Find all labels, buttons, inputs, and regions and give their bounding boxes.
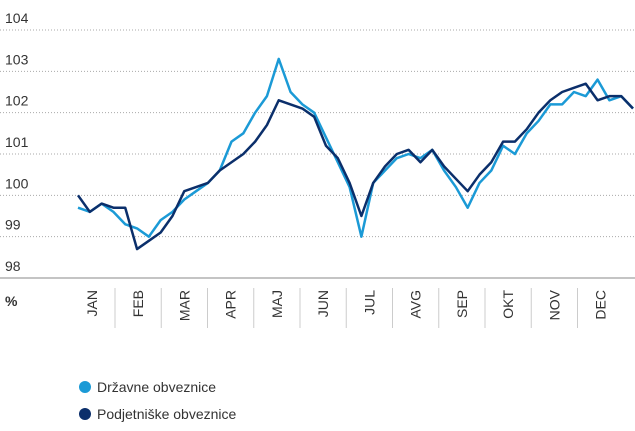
- x-tick-label: FEB: [130, 290, 146, 317]
- series-line: [76, 82, 634, 251]
- series-line: [77, 57, 634, 238]
- y-tick-label: 102: [5, 93, 29, 109]
- y-tick-label: 98: [5, 258, 21, 274]
- legend-marker: [79, 408, 91, 420]
- x-tick-label: DEC: [593, 290, 609, 320]
- x-tick-label: JUN: [315, 290, 331, 317]
- x-tick-label: JUL: [361, 290, 377, 315]
- y-tick-label: 101: [5, 134, 29, 150]
- y-tick-label: 103: [5, 51, 29, 67]
- y-tick-label: 100: [5, 175, 29, 191]
- x-tick-label: SEP: [454, 290, 470, 318]
- x-tick-label: MAJ: [269, 290, 285, 318]
- x-tick-label: AVG: [408, 290, 424, 319]
- legend-label: Podjetniške obveznice: [97, 406, 237, 422]
- y-tick-label: 104: [5, 10, 29, 26]
- legend-label: Državne obveznice: [97, 379, 216, 395]
- x-tick-label: APR: [223, 290, 239, 319]
- x-tick-label: MAR: [176, 290, 192, 321]
- y-tick-label: 99: [5, 217, 21, 233]
- y-axis-label: %: [5, 293, 18, 309]
- x-tick-label: OKT: [500, 290, 516, 319]
- x-tick-label: JAN: [84, 290, 100, 316]
- x-tick-label: NOV: [546, 289, 562, 320]
- legend-marker: [79, 381, 91, 393]
